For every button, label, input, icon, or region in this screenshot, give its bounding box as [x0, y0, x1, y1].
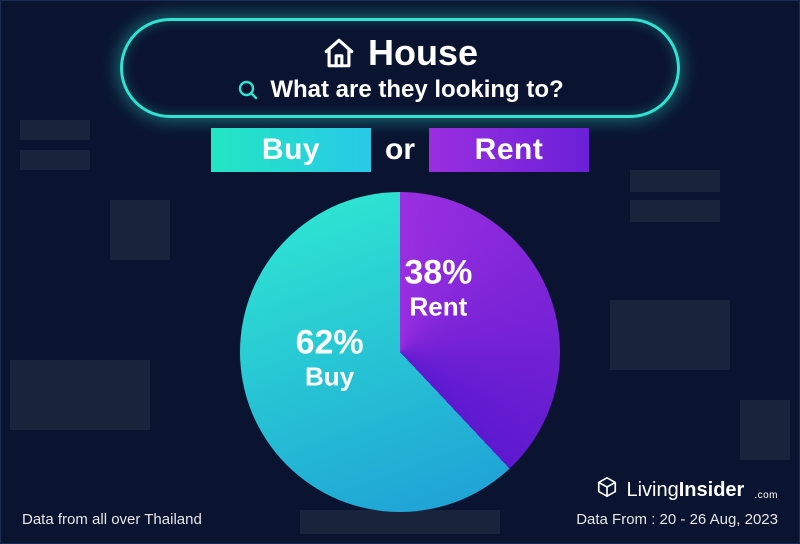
footnote-left: Data from all over Thailand: [22, 511, 202, 528]
brand-name-thin: Living: [626, 479, 678, 501]
pie-chart: 38% Rent 62% Buy: [240, 192, 560, 512]
rent-percent: 38%: [404, 254, 472, 293]
brand-name-bold: Insider: [679, 479, 745, 501]
brand-logo: LivingInsider .com: [596, 476, 778, 504]
subtitle-row: What are they looking to?: [150, 76, 650, 104]
date-range: Data From : 20 - 26 Aug, 2023: [576, 511, 778, 528]
option-boxes-row: Buy or Rent: [211, 128, 589, 172]
subtitle-text: What are they looking to?: [270, 76, 563, 104]
rent-label: Rent: [475, 133, 544, 167]
buy-percent: 62%: [296, 324, 364, 363]
or-text: or: [385, 133, 415, 167]
rent-name: Rent: [404, 293, 472, 323]
pie-disc: [240, 192, 560, 512]
page-title: House: [368, 32, 478, 74]
rent-box: Rent: [429, 128, 589, 172]
buy-label: Buy: [262, 133, 320, 167]
brand-suffix: .com: [754, 490, 778, 504]
title-row: House: [150, 32, 650, 74]
house-icon: [322, 36, 356, 70]
pie-label-rent: 38% Rent: [404, 254, 472, 323]
header-pill: House What are they looking to?: [120, 18, 680, 118]
pie-label-buy: 62% Buy: [296, 324, 364, 393]
buy-name: Buy: [296, 363, 364, 393]
buy-box: Buy: [211, 128, 371, 172]
search-icon: [236, 78, 260, 102]
cube-icon: [596, 476, 618, 504]
